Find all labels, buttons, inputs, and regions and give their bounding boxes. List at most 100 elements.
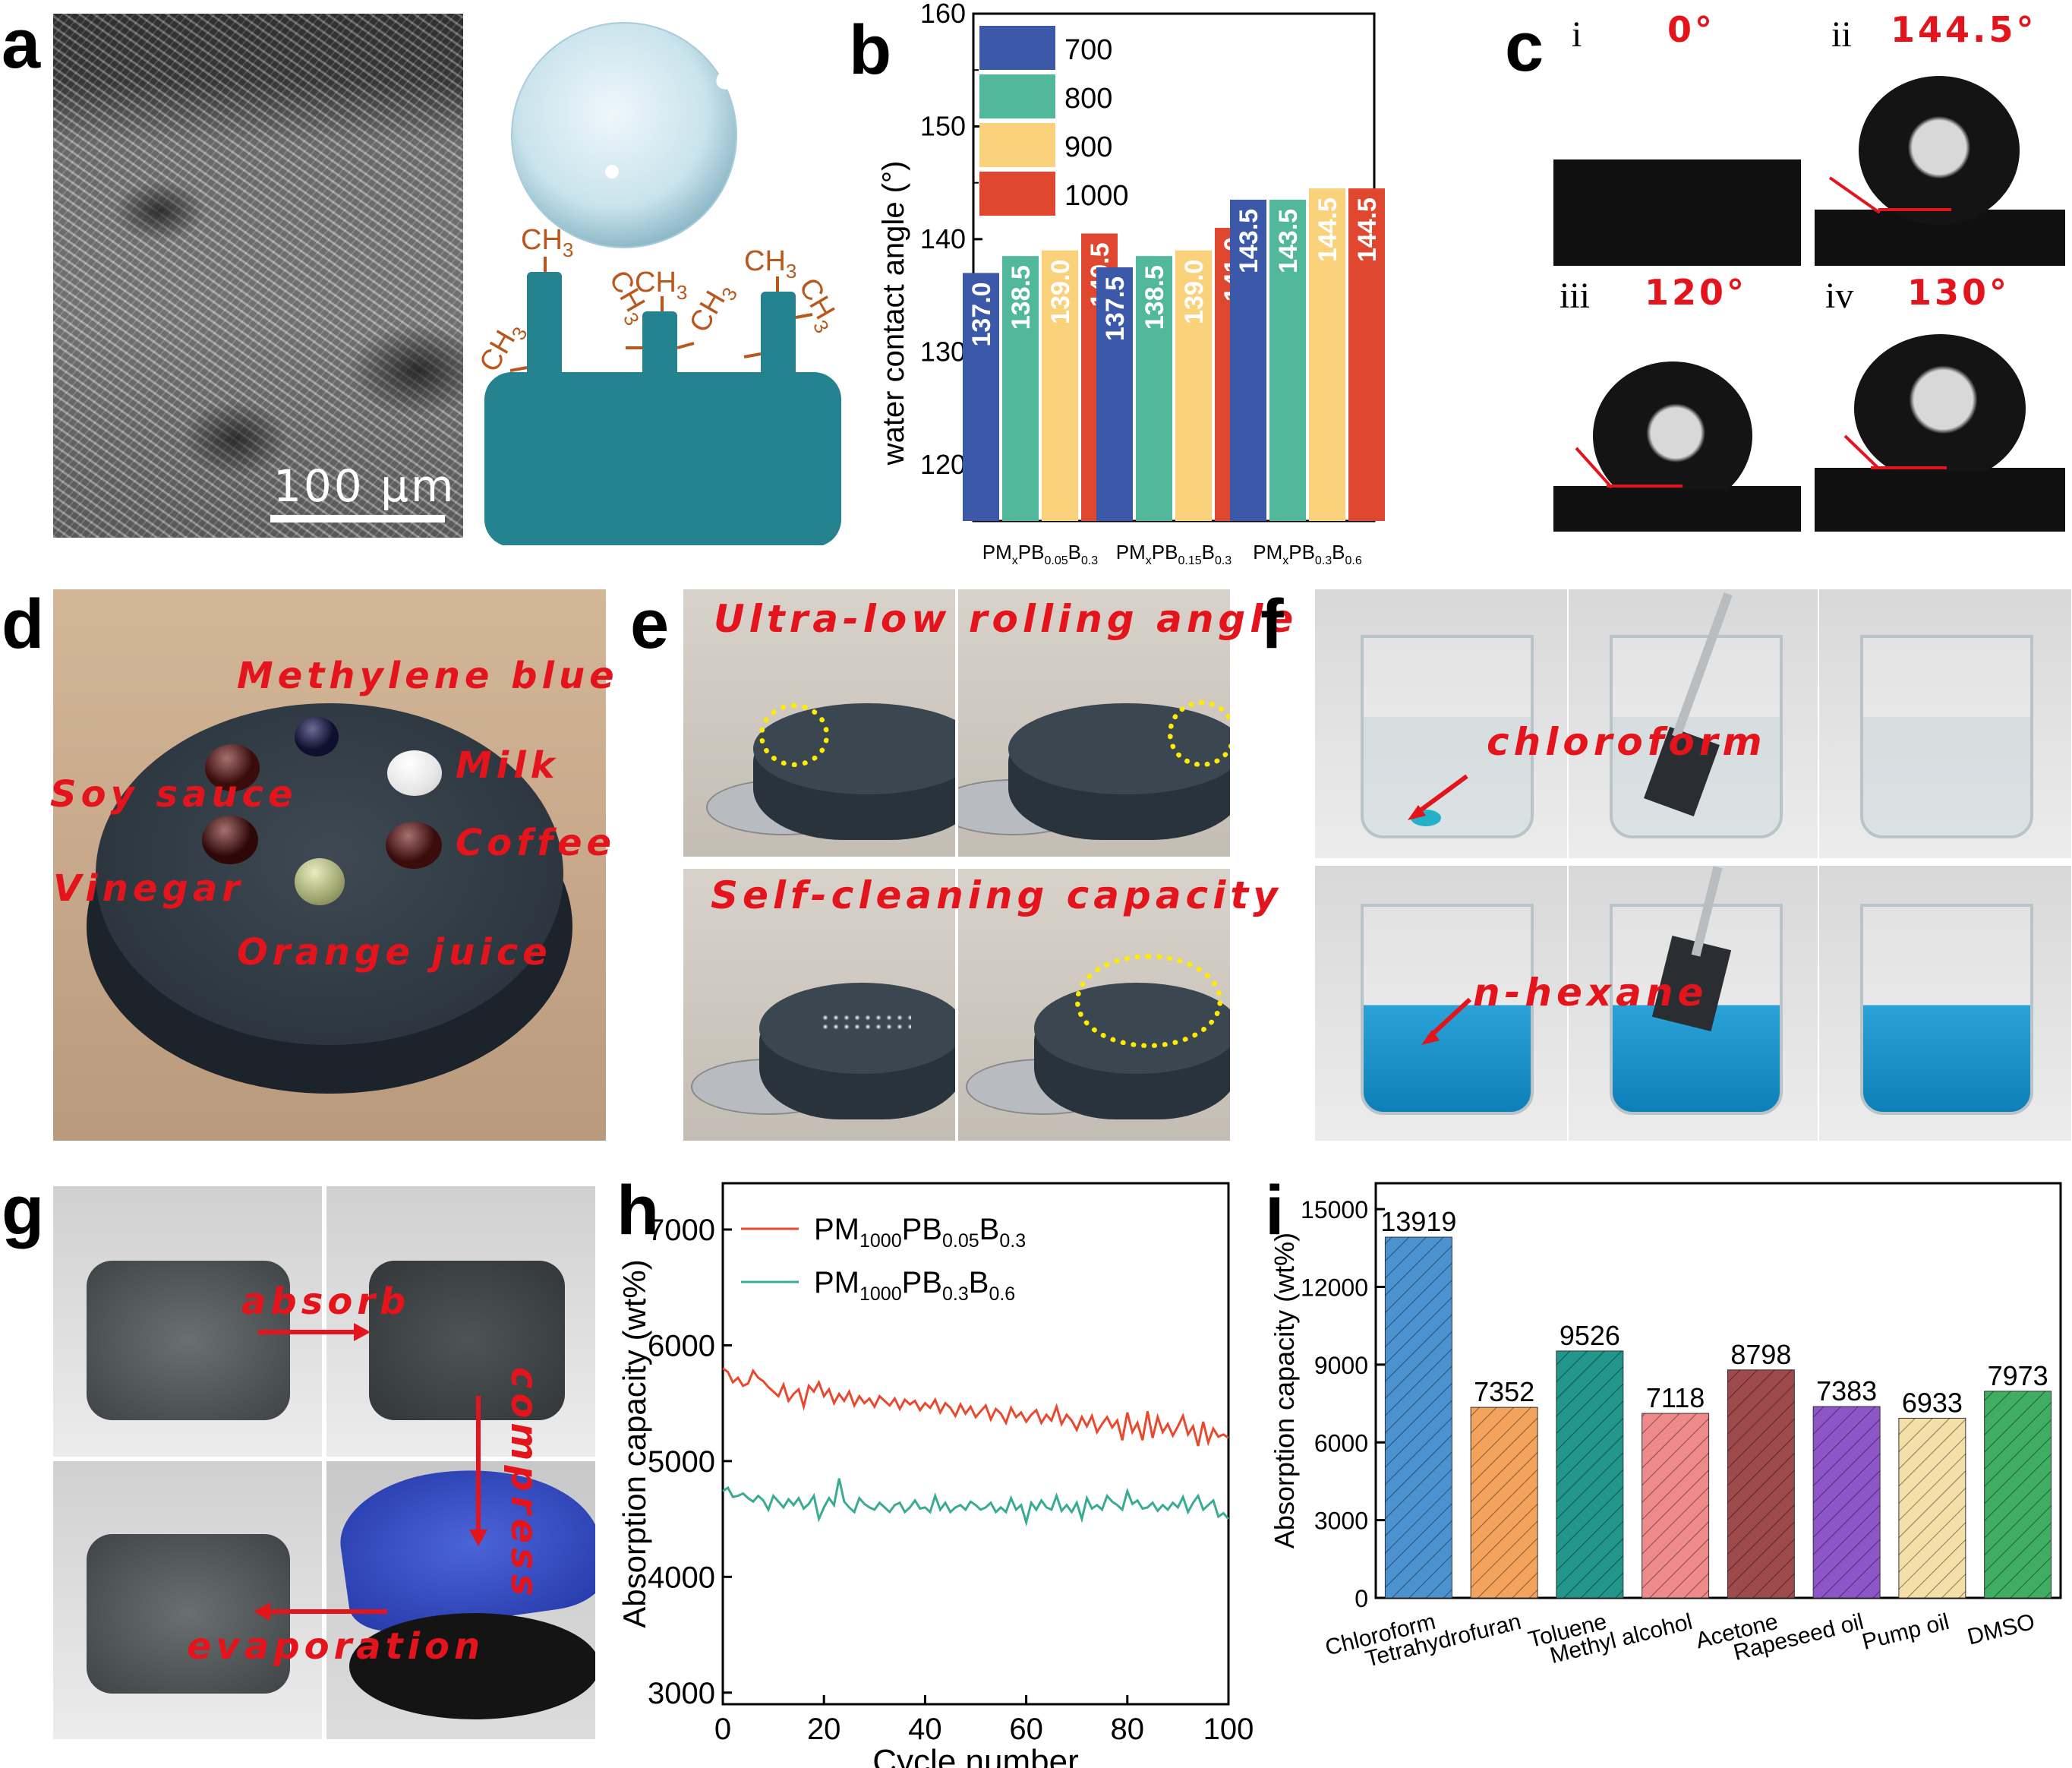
label-absorb: absorb (241, 1280, 411, 1323)
chart-b-xtick-label: PMxPB0.15B0.3 (1116, 541, 1232, 567)
chart-i-ytick-label: 15000 (1301, 1196, 1368, 1223)
pillar-right (761, 292, 796, 386)
panel-label-a: a (2, 5, 41, 83)
drop-orange-juice (295, 858, 345, 905)
chart-b-data-label: 144.5 (1353, 197, 1382, 262)
drop-vinegar (202, 816, 258, 864)
contact-image-iv (1815, 319, 2065, 532)
f-arrows (1408, 774, 1472, 1045)
chart-i-bar-hatch (1984, 1391, 2052, 1598)
panel-label-c: c (1505, 8, 1544, 86)
chart-i-ytick-label: 0 (1355, 1585, 1368, 1612)
g-arrows (254, 1323, 487, 1621)
chart-b-data-label: 138.5 (1140, 265, 1169, 330)
chart-i-bar-hatch (1727, 1369, 1795, 1598)
chart-b-bar (1002, 256, 1039, 521)
scale-bar (270, 515, 445, 523)
panel-label-b: b (849, 11, 892, 89)
pillar-left (527, 272, 562, 386)
chart-b-data-label: 139.0 (1180, 260, 1209, 324)
label-n-hexane: n-hexane (1473, 971, 1708, 1015)
panel-label-i: i (1265, 1172, 1285, 1249)
chart-b-bar (1309, 188, 1345, 522)
label-rolling-angle: Ultra-low rolling angle (714, 597, 1298, 641)
beaker-row-chloroform (1315, 589, 2071, 858)
sponge-photo-1 (53, 1186, 322, 1457)
svg-text:CH3: CH3 (683, 276, 742, 341)
chart-h-xtick-label: 0 (714, 1713, 731, 1746)
chart-h-ylabel: Absorption capacity (wt%) (617, 1259, 652, 1628)
chart-h-xtick-label: 20 (807, 1713, 841, 1746)
chart-i-data-label: 7383 (1816, 1375, 1877, 1407)
chart-b-bar (1096, 267, 1133, 521)
chart-h-ytick-label: 5000 (648, 1445, 715, 1479)
svg-text:CH3: CH3 (474, 316, 532, 380)
sponge-photo-2 (326, 1186, 595, 1457)
chart-i-bar-hatch (1898, 1418, 1966, 1598)
chart-b-bar (1175, 250, 1212, 521)
panel-label-g: g (2, 1172, 45, 1249)
chart-b-legend-swatch (979, 123, 1055, 167)
chart-b-bar (1230, 199, 1266, 521)
label-vinegar: Vinegar (53, 867, 244, 910)
chart-h-frame (721, 1182, 1230, 1706)
sem-image: 100 μm (53, 14, 463, 538)
chart-h-xtick-label: 40 (908, 1713, 942, 1746)
chart-i-ytick-label: 9000 (1314, 1352, 1368, 1379)
c-angle-iii: 120° (1645, 272, 1748, 313)
chart-i-bar-hatch (1385, 1237, 1452, 1598)
label-self-cleaning: Self-cleaning capacity (711, 873, 1282, 917)
label-orange-juice: Orange juice (237, 931, 552, 974)
chart-h-ytick-label: 3000 (648, 1677, 715, 1710)
chart-b-ytick-label: 150 (920, 110, 966, 141)
chart-i-frame (1374, 1182, 2062, 1599)
chart-b-data-label: 137.5 (1101, 276, 1130, 341)
chart-i-data-label: 7973 (1988, 1360, 2048, 1391)
chart-i-xtick-label: DMSO (1965, 1609, 2037, 1650)
chart-b-legend-swatch (979, 74, 1055, 118)
c-roman-iii: iii (1560, 276, 1591, 316)
water-droplet (511, 22, 737, 248)
chart-b-legend-swatch (979, 172, 1055, 216)
chart-b-ytick-label: 140 (920, 223, 966, 254)
hydrophobic-schematic: CH3 CH3 CH3 CH3 CH3 CH3 CH3 (474, 22, 841, 545)
chart-h-xtick-label: 80 (1111, 1713, 1145, 1746)
chart-b-ytick-label: 160 (920, 0, 966, 29)
chart-i-bar-hatch (1813, 1407, 1881, 1598)
chart-i-ylabel: Absorption capacity (wt%) (1269, 1233, 1300, 1549)
chart-b-legend-label: 800 (1064, 83, 1112, 115)
chart-b-ytick-label: 130 (920, 336, 966, 367)
chart-h-xtick-label: 100 (1203, 1713, 1254, 1746)
label-methylene-blue: Methylene blue (237, 655, 619, 697)
foam-disc-photo (53, 589, 606, 1141)
label-evaporation: evaporation (187, 1625, 485, 1668)
drop-coffee (386, 822, 442, 869)
chart-i-bar-hatch (1642, 1413, 1709, 1598)
svg-text:CH3: CH3 (744, 245, 796, 283)
chart-h-xlabel: Cycle number (872, 1743, 1078, 1768)
chart-i-data-label: 8798 (1730, 1339, 1791, 1370)
sponge-photo-4 (326, 1461, 595, 1739)
c-roman-ii: ii (1831, 14, 1852, 55)
chart-b-bar (1042, 250, 1078, 521)
chart-b-bar (1348, 188, 1385, 522)
chart-h-legend-label: PM1000PB0.3B0.6 (814, 1266, 1015, 1305)
chart-b-ylabel: water contact angle (°) (877, 161, 910, 466)
chart-i-data-label: 6933 (1902, 1387, 1963, 1418)
chart-h-xtick-label: 60 (1009, 1713, 1043, 1746)
c-roman-iv: iv (1825, 276, 1854, 316)
chart-b-data-label: 138.5 (1007, 265, 1036, 330)
chart-i-ytick-label: 6000 (1314, 1429, 1368, 1457)
chart-i-data-label: 9526 (1560, 1320, 1620, 1351)
chart-h-series-line (722, 1367, 1229, 1447)
chart-i-data-label: 7118 (1646, 1382, 1705, 1413)
chart-h-ytick-label: 6000 (648, 1329, 715, 1362)
chart-i-bar-hatch (1556, 1350, 1623, 1598)
panel-label-d: d (2, 586, 45, 663)
contact-image-i (1553, 61, 1801, 266)
chart-b-bar (1269, 199, 1306, 521)
chart-b-legend-label: 1000 (1064, 180, 1129, 212)
chart-b-contact-angle: 120 130 140 150 160 water contact angle (°) 13… (877, 0, 1385, 567)
chart-b-legend-label: 700 (1064, 34, 1112, 66)
